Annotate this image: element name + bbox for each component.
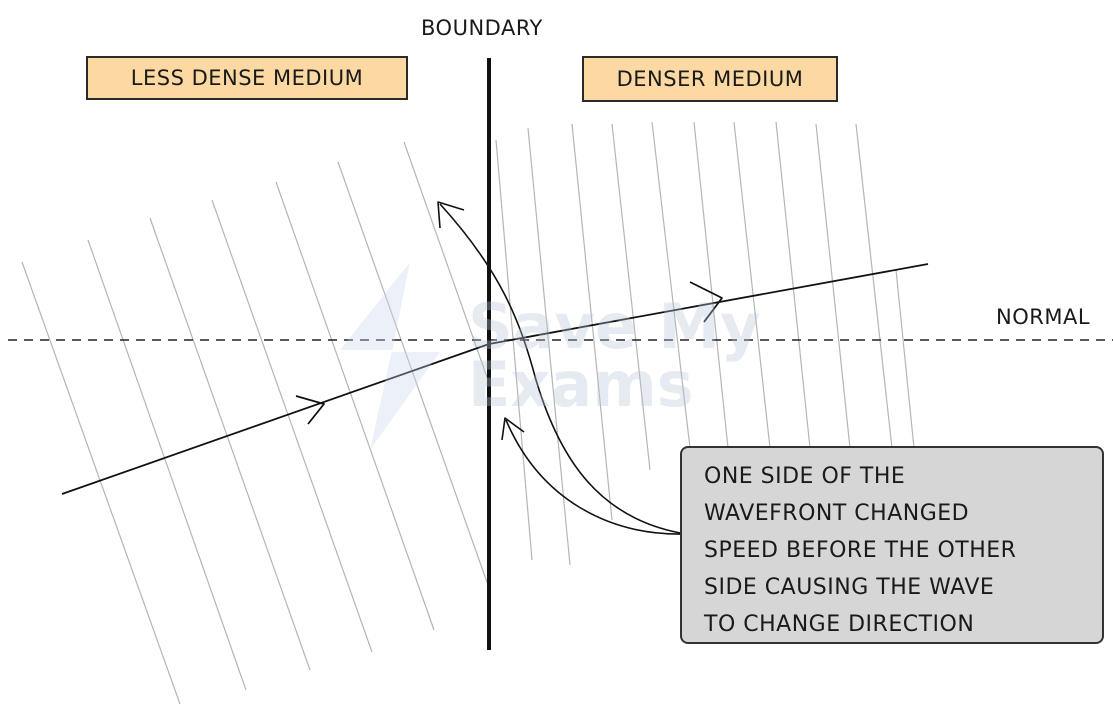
watermark-line-1: Save My xyxy=(468,290,761,363)
callout-line-1: ONE SIDE OF THE xyxy=(704,464,906,489)
incident-ray xyxy=(61,343,490,495)
wavefront xyxy=(693,121,729,449)
wavefront xyxy=(895,269,915,449)
wavefront xyxy=(495,139,533,561)
wavefront xyxy=(87,239,247,691)
wavefront xyxy=(611,123,651,471)
boundary-label: BOUNDARY xyxy=(421,16,543,40)
wavefront xyxy=(337,161,489,586)
wavefront xyxy=(733,121,771,449)
wavefront xyxy=(651,121,691,449)
explanation-callout: ONE SIDE OF THE WAVEFRONT CHANGED SPEED … xyxy=(680,446,1104,644)
refracted-arrowhead xyxy=(689,281,723,323)
wavefront xyxy=(855,123,893,449)
wavefront xyxy=(527,127,571,566)
upper-arrowhead xyxy=(437,201,465,229)
callout-line-5: TO CHANGE DIRECTION xyxy=(704,612,975,637)
callout-line-4: SIDE CAUSING THE WAVE xyxy=(704,575,995,600)
wavefront xyxy=(815,123,851,449)
wavefront xyxy=(21,261,181,704)
normal-label: NORMAL xyxy=(996,305,1091,329)
refracted-ray xyxy=(488,263,929,345)
incident-arrowhead xyxy=(295,395,325,425)
denser-medium-label: DENSER MEDIUM xyxy=(582,56,838,102)
watermark-line-2: Exams xyxy=(468,348,694,421)
wavefront xyxy=(211,199,373,653)
less-dense-medium-label: LESS DENSE MEDIUM xyxy=(86,56,408,100)
wavefront xyxy=(149,217,311,671)
lower-curved-arrow xyxy=(505,419,687,535)
watermark-logo-icon xyxy=(340,262,440,450)
watermark-text: Save My Exams xyxy=(468,290,761,421)
callout-line-3: SPEED BEFORE THE OTHER xyxy=(704,538,1017,563)
callout-line-2: WAVEFRONT CHANGED xyxy=(704,501,970,526)
wavefront xyxy=(571,123,613,521)
upper-curved-arrow xyxy=(439,203,687,535)
wavefront xyxy=(275,181,435,631)
wavefront xyxy=(775,121,811,449)
lower-arrowhead xyxy=(501,417,525,441)
wavefronts-denser xyxy=(495,121,915,566)
wavefronts-less-dense xyxy=(21,141,489,704)
